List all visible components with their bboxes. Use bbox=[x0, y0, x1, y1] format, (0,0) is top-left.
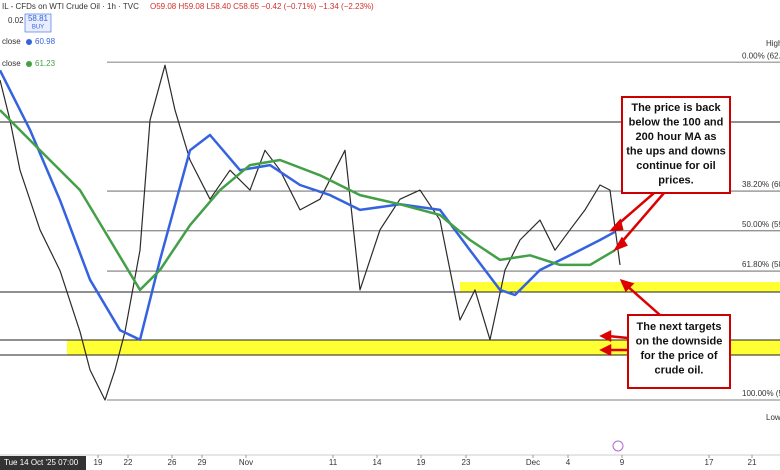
annotation-box bbox=[627, 314, 731, 389]
ma-line bbox=[0, 109, 616, 292]
legend-label: close bbox=[2, 59, 21, 68]
annotation-text: The next targets bbox=[637, 321, 722, 333]
x-tick-label: 9 bbox=[620, 458, 625, 467]
x-tick-label: 17 bbox=[705, 458, 714, 467]
x-tick-label: 26 bbox=[168, 458, 177, 467]
price-line bbox=[0, 64, 621, 401]
ohlc: O59.08 H59.08 L58.40 C58.65 −0.42 (−0.71… bbox=[150, 2, 374, 11]
x-tick-label: 23 bbox=[462, 458, 471, 467]
x-tick-label: 11 bbox=[329, 458, 338, 467]
fib-levels: 0.00% (62.59) 38.20% (60.06) 50.00% (59.28… bbox=[107, 51, 780, 401]
legend-label: close bbox=[2, 37, 21, 46]
x-axis-bg bbox=[0, 455, 780, 470]
x-tick-label: 19 bbox=[417, 458, 426, 467]
x-tick-label: 22 bbox=[124, 458, 133, 467]
x-tick-label: 29 bbox=[198, 458, 207, 467]
legend-value: 61.23 bbox=[35, 59, 56, 68]
event-marker[interactable] bbox=[612, 440, 624, 452]
annotation-text: the ups and downs bbox=[626, 145, 726, 157]
annotations: The price is back below the 100 and 200 ho… bbox=[626, 102, 726, 377]
level-label: 0.00% (62.59) bbox=[742, 51, 780, 60]
legend-value: 60.98 bbox=[35, 37, 56, 46]
level-label: 50.00% (59.28) bbox=[742, 220, 780, 229]
symbol: IL - CFDs on WTI Crude Oil · 1h · TVC bbox=[2, 2, 139, 11]
annotation-text: The price is back bbox=[631, 102, 721, 114]
level-label: 38.20% (60.06) bbox=[742, 180, 780, 189]
annotation-text: on the downside bbox=[636, 335, 723, 347]
spread: 0.02 bbox=[8, 16, 24, 25]
x-tick-label: 19 bbox=[94, 458, 103, 467]
buy: BUY bbox=[32, 25, 44, 31]
ma-line bbox=[0, 69, 616, 342]
annotation-box bbox=[621, 96, 731, 194]
x-tick-label: Dec bbox=[526, 458, 540, 467]
plot bbox=[0, 64, 621, 401]
level-label: 61.80% (58.49) bbox=[742, 260, 780, 269]
legend-swatch bbox=[26, 39, 32, 45]
price: 58.81 bbox=[28, 14, 49, 23]
annotation-text: continue for oil bbox=[636, 160, 715, 172]
header-bg bbox=[0, 0, 780, 14]
x-tick-label: Nov bbox=[239, 458, 253, 467]
x-axis: 19 22 26 29 Nov 11 14 19 23 Dec 4 9 17 21 bbox=[94, 455, 757, 467]
annotation-text: prices. bbox=[658, 174, 693, 186]
x-tick-label: 14 bbox=[373, 458, 382, 467]
target-band bbox=[460, 282, 780, 292]
low-label: Low bbox=[766, 413, 780, 422]
annotation-text: for the price of bbox=[640, 350, 717, 362]
legend-swatch bbox=[26, 61, 32, 67]
price-box[interactable] bbox=[24, 13, 52, 33]
legend: close 60.98 close 61.23 bbox=[2, 37, 56, 68]
cursor-box bbox=[0, 456, 86, 470]
annotation-text: below the 100 and bbox=[629, 116, 724, 128]
x-tick-label: 4 bbox=[566, 458, 571, 467]
cursor-label: Tue 14 Oct '25 07:00 bbox=[4, 458, 79, 467]
arrows bbox=[599, 192, 665, 357]
high-label: High bbox=[766, 39, 780, 48]
annotation-text: crude oil. bbox=[655, 364, 704, 376]
annotation-text: 200 hour MA as bbox=[636, 131, 717, 143]
x-tick-label: 21 bbox=[748, 458, 757, 467]
level-label: 100.00% (55.96) bbox=[742, 389, 780, 398]
